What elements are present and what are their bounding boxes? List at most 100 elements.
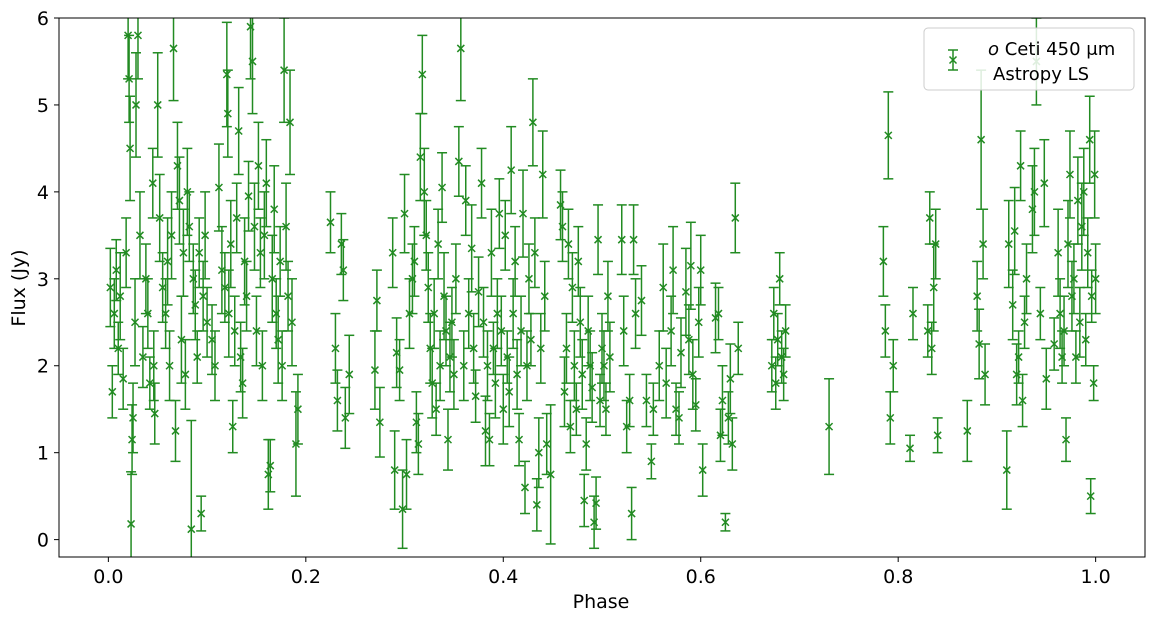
data-point (124, 34, 135, 124)
data-point (713, 286, 724, 341)
x-marker-stroke (1036, 309, 1045, 318)
x-axis-label: Phase (573, 591, 630, 613)
x-marker-stroke (148, 179, 157, 188)
data-point (1055, 278, 1066, 350)
x-marker-stroke (1061, 435, 1071, 444)
data-point (192, 330, 203, 384)
data-point (646, 443, 657, 480)
x-marker-stroke (150, 409, 159, 418)
x-marker-stroke (436, 361, 445, 370)
x-marker-stroke (133, 31, 143, 40)
data-point (1013, 330, 1024, 384)
data-point (962, 399, 973, 463)
x-marker-stroke (256, 248, 265, 257)
data-point (394, 338, 405, 402)
x-marker-stroke (726, 374, 735, 383)
x-marker-stroke (244, 192, 253, 201)
data-point (194, 217, 205, 289)
x-marker-stroke (179, 248, 188, 257)
data-point (597, 312, 607, 384)
x-marker-stroke (1016, 161, 1025, 170)
y-tick-label: 5 (37, 95, 49, 117)
data-point (277, 330, 288, 402)
x-marker-stroke (499, 405, 508, 414)
data-point (285, 69, 296, 176)
x-marker-stroke (1022, 274, 1031, 283)
data-point (514, 412, 525, 467)
data-point (733, 321, 744, 376)
x-marker-stroke (339, 266, 348, 275)
x-marker-stroke (649, 405, 658, 414)
x-marker-stroke (418, 70, 427, 79)
x-marker-stroke (106, 283, 115, 292)
x-marker-stroke (416, 153, 425, 162)
data-point (279, 18, 290, 124)
x-marker-stroke (402, 470, 411, 479)
x-marker-stroke (517, 326, 526, 335)
x-marker-stroke (1063, 240, 1073, 249)
data-point (261, 138, 272, 228)
x-marker-stroke (167, 231, 176, 240)
x-marker-stroke (576, 318, 585, 327)
x-marker-stroke (1008, 300, 1017, 309)
x-marker-stroke (181, 370, 190, 379)
x-marker-stroke (1010, 226, 1019, 236)
data-point (202, 286, 213, 358)
x-marker-stroke (1075, 318, 1084, 327)
data-point (626, 486, 637, 541)
data-point (604, 321, 615, 393)
y-axis-label: Flux (Jy) (8, 249, 30, 326)
x-marker-stroke (266, 461, 275, 470)
data-point (616, 204, 627, 276)
data-point (624, 373, 635, 428)
x-marker-stroke (491, 379, 500, 388)
x-marker-stroke (511, 257, 520, 266)
x-marker-stroke (287, 318, 297, 327)
data-point (518, 169, 529, 258)
data-point (1041, 347, 1052, 410)
x-marker-stroke (578, 370, 587, 379)
x-marker-stroke (220, 283, 229, 292)
x-marker-stroke (1042, 374, 1051, 383)
data-point (697, 443, 708, 497)
data-point (213, 143, 224, 232)
x-marker-stroke (518, 209, 528, 218)
x-marker-stroke (441, 326, 451, 335)
data-point (251, 295, 262, 367)
data-point (1009, 186, 1020, 276)
data-point (336, 212, 347, 276)
data-point (263, 438, 274, 510)
x-marker-stroke (232, 213, 241, 222)
x-marker-stroke (461, 196, 470, 205)
x-marker-stroke (497, 326, 506, 335)
data-point (880, 304, 891, 358)
x-marker-stroke (1040, 179, 1049, 188)
x-marker-stroke (767, 361, 776, 370)
data-point (932, 417, 943, 454)
y-tick-label: 1 (37, 443, 49, 465)
x-marker-stroke (501, 231, 510, 240)
data-point (571, 382, 582, 437)
x-marker-stroke (388, 248, 397, 257)
x-marker-stroke (528, 118, 537, 127)
data-point (490, 347, 501, 419)
x-marker-stroke (1060, 326, 1069, 335)
data-point (666, 295, 677, 367)
x-marker-stroke (487, 248, 496, 257)
x-marker-stroke (718, 396, 727, 405)
x-marker-stroke (260, 231, 269, 240)
x-marker-stroke (879, 257, 888, 266)
data-point (978, 208, 989, 280)
x-marker-stroke (599, 361, 609, 370)
x-marker-stroke (195, 248, 204, 257)
x-marker-stroke (505, 387, 514, 396)
data-point (247, 18, 258, 115)
x-marker-stroke (252, 326, 261, 335)
x-marker-stroke (414, 439, 423, 449)
data-point (419, 147, 430, 237)
data-point (245, 18, 256, 80)
x-marker-stroke (149, 361, 158, 370)
x-marker-stroke (1083, 248, 1092, 257)
legend-x-marker-stroke (948, 55, 958, 65)
data-point (128, 382, 139, 454)
